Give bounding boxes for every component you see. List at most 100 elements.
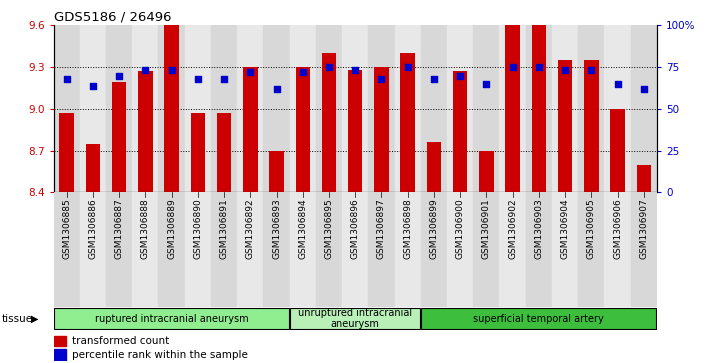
Bar [473,25,500,192]
Bar [447,25,473,192]
Point [140,68,151,73]
Text: GSM1306892: GSM1306892 [246,198,255,259]
Point [454,73,466,78]
Text: transformed count: transformed count [71,336,169,346]
Bar [342,192,368,307]
Bar [263,192,290,307]
Text: GSM1306901: GSM1306901 [482,198,491,259]
Point [612,81,623,87]
Text: GSM1306895: GSM1306895 [324,198,333,259]
Bar [368,25,395,192]
Text: GSM1306902: GSM1306902 [508,198,517,259]
Bar [59,113,74,192]
Bar [290,25,316,192]
Bar [552,192,578,307]
Bar [500,192,526,307]
Bar [54,336,66,346]
Text: GSM1306894: GSM1306894 [298,198,307,259]
Bar [211,25,237,192]
Point [376,76,387,82]
Point [61,76,72,82]
FancyBboxPatch shape [421,308,656,329]
Text: GSM1306903: GSM1306903 [534,198,543,259]
Point [402,64,413,70]
Bar [80,192,106,307]
Bar [185,25,211,192]
Bar [243,67,258,192]
Bar [106,192,132,307]
FancyBboxPatch shape [290,308,421,329]
Text: tissue: tissue [2,314,34,323]
Bar [290,192,316,307]
Text: unruptured intracranial
aneurysm: unruptured intracranial aneurysm [298,308,412,329]
Text: GSM1306893: GSM1306893 [272,198,281,259]
Bar [421,192,447,307]
Bar [132,25,159,192]
Text: GSM1306890: GSM1306890 [193,198,202,259]
Bar [526,192,552,307]
Bar [159,192,185,307]
Text: superficial temporal artery: superficial temporal artery [473,314,604,323]
Point [218,76,230,82]
Bar [447,192,473,307]
Text: GSM1306897: GSM1306897 [377,198,386,259]
Text: GSM1306907: GSM1306907 [639,198,648,259]
Bar [54,350,66,360]
Bar [401,53,415,192]
Bar [322,53,336,192]
Point [481,81,492,87]
Bar [348,70,363,192]
Bar [421,25,447,192]
Point [323,64,335,70]
Point [350,68,361,73]
Bar [54,25,80,192]
Bar [453,71,468,192]
Bar [237,25,263,192]
Bar [159,25,185,192]
Point [245,69,256,75]
Bar [427,142,441,192]
Bar [296,67,310,192]
Point [428,76,440,82]
Point [533,64,545,70]
Point [507,64,518,70]
Text: GSM1306896: GSM1306896 [351,198,360,259]
Bar [269,151,283,192]
Bar [316,192,342,307]
Bar [630,25,657,192]
Bar [217,113,231,192]
Point [559,68,570,73]
Text: GDS5186 / 26496: GDS5186 / 26496 [54,11,171,24]
Point [192,76,203,82]
Text: GSM1306900: GSM1306900 [456,198,465,259]
Point [585,68,597,73]
Bar [374,67,388,192]
Bar [526,25,552,192]
Bar [395,192,421,307]
Text: GSM1306888: GSM1306888 [141,198,150,259]
Bar [479,151,493,192]
Bar [605,25,630,192]
Bar [80,25,106,192]
Text: GSM1306891: GSM1306891 [220,198,228,259]
Point [87,83,99,89]
Bar [138,71,153,192]
Bar [637,164,651,192]
Point [271,86,282,92]
Text: GSM1306887: GSM1306887 [115,198,124,259]
Bar [237,192,263,307]
Bar [368,192,395,307]
Text: GSM1306889: GSM1306889 [167,198,176,259]
Bar [185,192,211,307]
Text: ▶: ▶ [31,314,39,323]
Bar [395,25,421,192]
Point [297,69,308,75]
Bar [584,60,598,192]
Bar [106,25,132,192]
Text: GSM1306899: GSM1306899 [429,198,438,259]
Bar [342,25,368,192]
Bar [191,113,205,192]
Bar [112,82,126,192]
Bar [473,192,500,307]
Bar [316,25,342,192]
